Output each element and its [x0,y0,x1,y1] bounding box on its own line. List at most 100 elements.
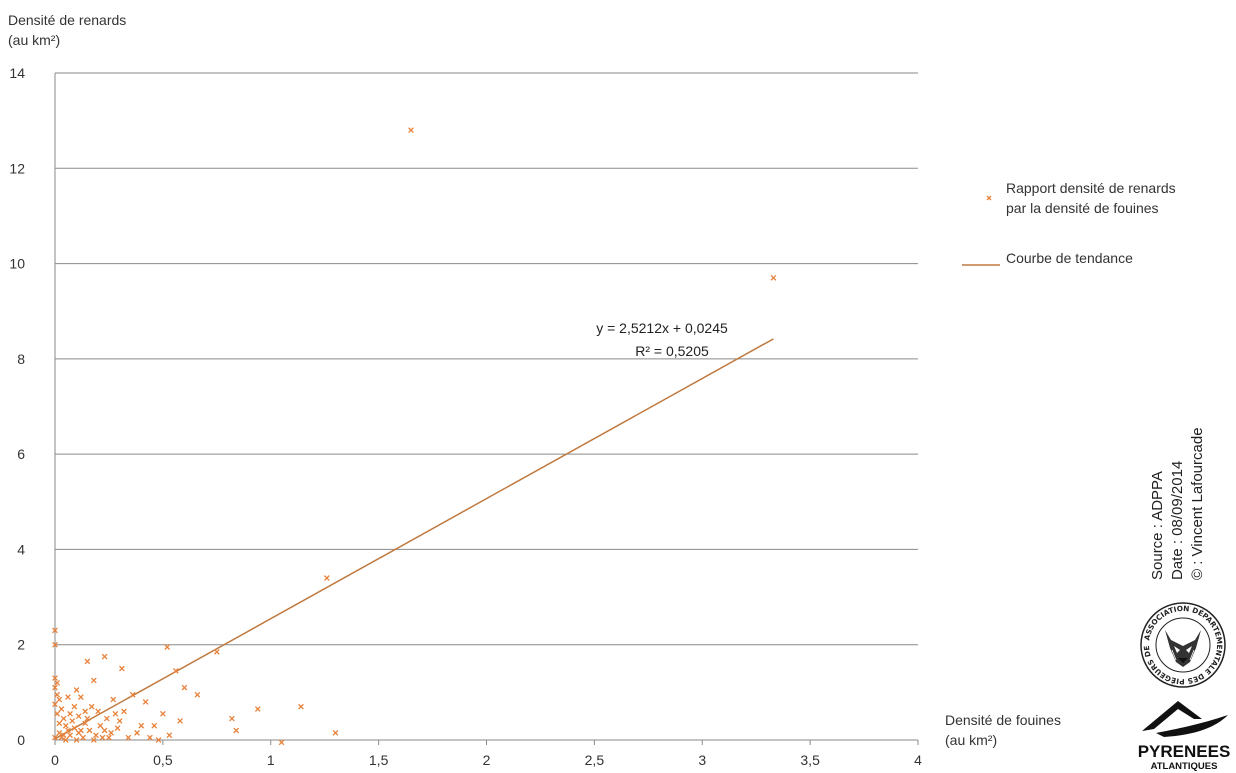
data-point [88,703,95,710]
data-point [142,699,149,705]
data-point [54,691,61,698]
wave-icon [1156,715,1228,737]
data-point [73,687,80,693]
y-axis-title-line1: Densité de renards [8,12,127,28]
data-point [78,727,84,734]
legend-label-scatter-line1: Rapport densité de renards [1006,180,1176,196]
data-point [110,696,117,703]
data-point [93,732,99,739]
data-point [62,737,69,743]
y-axis-title: Densité de renards (au km²) [8,10,126,50]
data-point [54,679,61,686]
data-point [73,737,80,743]
credit-source: Source : ADPPA [1149,471,1166,580]
data-point [78,694,84,700]
pyrenees-atlantiques-logo: PYRENEES ATLANTIQUES [1138,701,1231,772]
data-point [233,727,240,734]
x-tick-label: 3,5 [800,752,820,768]
data-point [323,575,330,581]
pyrenees-text: PYRENEES [1138,742,1231,761]
legend-label-trend: Courbe de tendance [1006,250,1133,266]
association-fox-logo: ASSOCIATION DÉPARTEMENTALE DES PIÉGEURS … [1138,600,1226,688]
data-point [52,675,58,681]
data-point [108,729,114,736]
data-point [103,715,110,722]
data-points [52,127,777,746]
data-point [129,691,136,698]
legend-x-marker-icon [986,195,992,201]
axes [54,73,919,745]
data-point [106,734,112,741]
mountain-icon [1142,701,1202,731]
gridlines [55,72,918,646]
data-point [90,737,97,743]
data-point [155,737,162,743]
data-point [114,725,121,731]
r-squared-text: R² = 0,5205 [635,343,709,359]
data-point [278,739,285,746]
data-point [181,684,188,691]
x-axis-title-line1: Densité de fouines [945,712,1061,728]
credit-author: © : Vincent Lafourcade [1189,427,1206,580]
x-tick-label: 0 [51,752,59,768]
y-tick-label: 14 [9,65,25,81]
data-point [298,703,304,710]
legend-line-icon [962,264,1000,266]
data-point [65,694,71,700]
data-point [112,710,119,717]
data-point [770,275,777,281]
data-point [101,727,108,734]
data-point [60,715,67,722]
y-tick-label: 10 [9,256,25,272]
y-tick-label: 12 [9,160,25,176]
data-point [84,715,91,722]
data-point [101,653,108,660]
fox-head-icon [1165,630,1201,667]
data-point [97,722,104,729]
x-tick-label: 3 [698,752,706,768]
data-point [125,734,132,741]
data-point [60,732,67,739]
data-point [54,710,61,717]
legend-label-scatter-line2: par la densité de fouines [1006,200,1159,216]
tick-labels: 0 2 4 6 8 10 12 14 0 0,5 1 1,5 2 2,5 3 3,5 4 [9,65,922,768]
x-tick-label: 0,5 [153,752,173,768]
x-tick-label: 2,5 [585,752,605,768]
credit-date: Date : 08/09/2014 [1169,460,1186,580]
x-tick-label: 1 [267,752,275,768]
data-point [213,649,220,655]
data-point [84,658,91,665]
y-tick-label: 6 [17,446,25,462]
data-point [172,668,179,674]
y-tick-label: 4 [17,541,25,557]
data-point [151,722,158,729]
x-tick-label: 4 [914,752,922,768]
data-point [69,718,76,724]
data-point [62,722,69,729]
data-point [67,710,73,717]
trend-line [54,338,774,740]
data-point [82,720,89,727]
x-axis-title-line2: (au km²) [945,732,998,748]
data-point [116,718,123,724]
data-point [166,732,173,739]
data-point [80,734,86,741]
data-point [52,684,58,691]
atlantiques-text: ATLANTIQUES [1151,761,1218,772]
data-point [134,729,140,736]
data-point [194,691,201,698]
data-point [147,734,153,741]
data-point [56,729,63,736]
y-axis-title-line2: (au km²) [8,32,61,48]
data-point [56,696,63,703]
data-point [52,641,58,648]
trend-equation: y = 2,5212x + 0,0245 R² = 0,5205 [596,320,728,359]
data-point [90,677,97,684]
data-point [52,627,58,634]
data-point [160,710,166,717]
data-point [82,708,89,715]
data-point [75,713,82,720]
trend-equation-text: y = 2,5212x + 0,0245 [596,320,728,336]
data-point [58,706,65,712]
